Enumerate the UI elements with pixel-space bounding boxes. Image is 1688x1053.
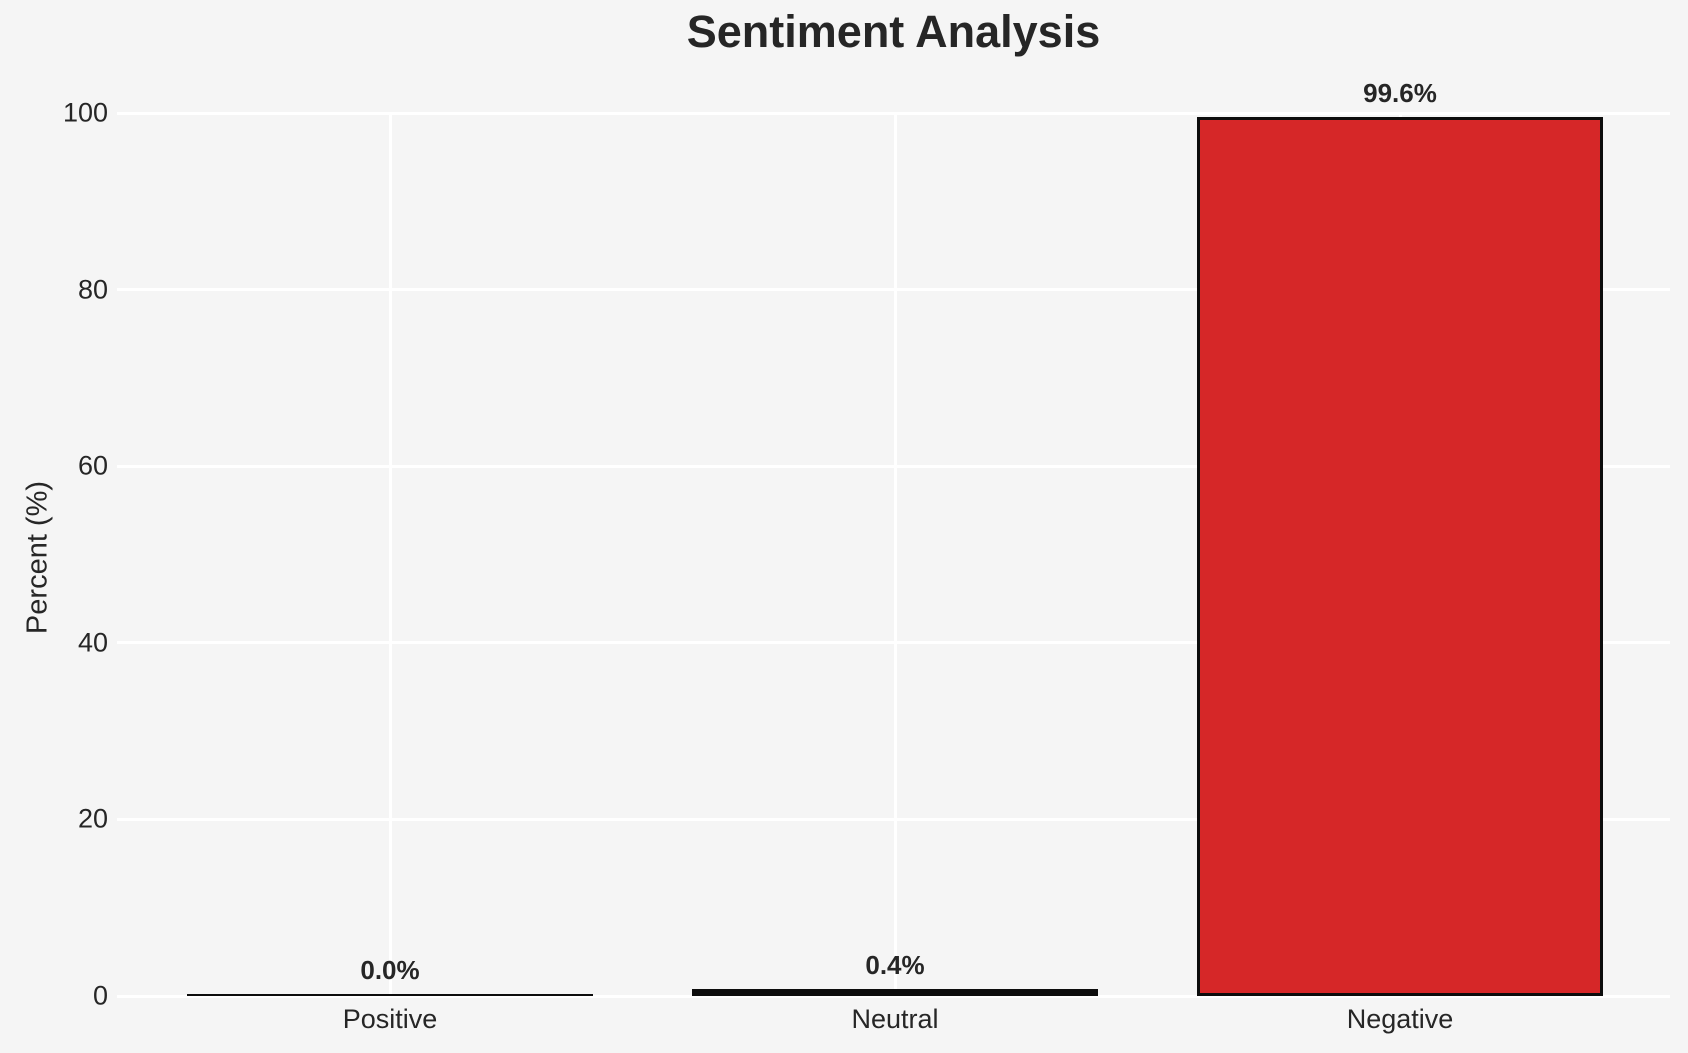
bar-neutral (692, 989, 1098, 996)
x-tick-label-positive: Positive (342, 1004, 438, 1034)
horizontal-gridline (117, 288, 1670, 291)
value-label-neutral: 0.4% (865, 950, 925, 980)
vertical-gridline (894, 113, 897, 996)
bar-positive (187, 994, 593, 996)
x-tick-label-negative: Negative (1346, 1004, 1454, 1034)
y-tick-label-80: 80 (77, 274, 108, 305)
plot-area: 0.0% 0.4% 99.6% (117, 78, 1670, 998)
x-tick-label-neutral: Neutral (851, 1004, 939, 1034)
value-label-positive: 0.0% (360, 955, 420, 985)
horizontal-gridline (117, 112, 1670, 115)
bar-negative (1197, 117, 1603, 996)
horizontal-gridline (117, 641, 1670, 644)
value-label-negative: 99.6% (1363, 78, 1437, 108)
y-tick-label-20: 20 (77, 803, 108, 834)
chart-title: Sentiment Analysis (686, 6, 1101, 57)
y-tick-label-40: 40 (77, 627, 108, 658)
horizontal-gridline (117, 818, 1670, 821)
horizontal-gridline (117, 465, 1670, 468)
vertical-gridline (389, 113, 392, 996)
y-tick-label-100: 100 (62, 97, 108, 128)
y-axis-label: Percent (%) (21, 480, 54, 635)
horizontal-gridline (117, 995, 1670, 998)
y-tick-label-60: 60 (77, 450, 108, 481)
y-tick-label-0: 0 (92, 980, 108, 1011)
